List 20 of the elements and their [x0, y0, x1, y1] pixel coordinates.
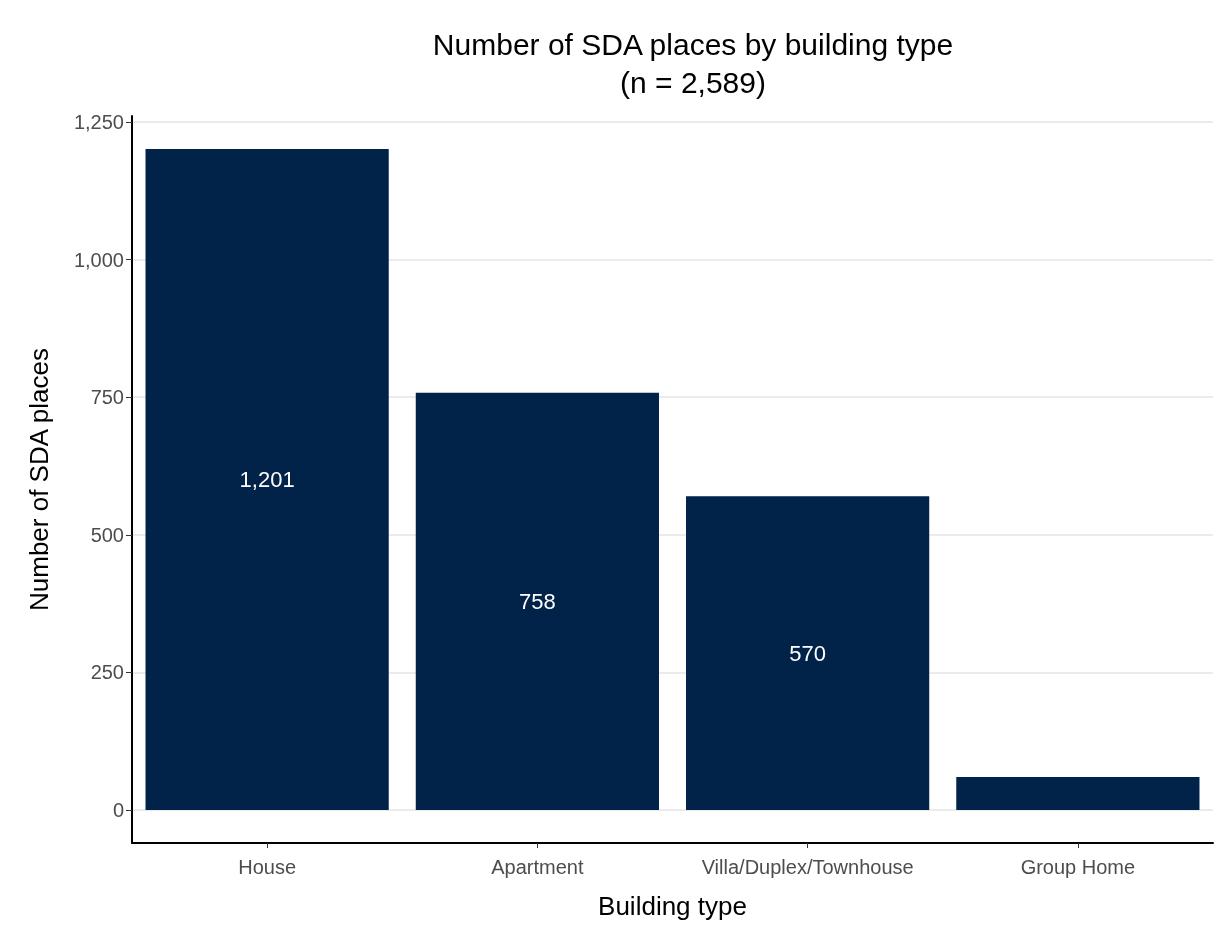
y-tick-label: 0: [112, 798, 124, 821]
x-tick-label: Group Home: [1020, 856, 1136, 878]
bar: [145, 149, 389, 810]
bar: [415, 392, 659, 810]
x-tick-label: Villa/Duplex/Townhouse: [701, 856, 914, 878]
y-tick-label: 1,000: [73, 248, 124, 271]
y-tick-label: 250: [90, 661, 124, 684]
y-tick-label: 500: [90, 523, 124, 546]
data-label: 758: [519, 588, 556, 614]
y-tick-label: 1,250: [73, 111, 124, 134]
x-tick-label: Apartment: [491, 856, 584, 878]
chart-title: Number of SDA places by building type (n = 2,589): [432, 27, 954, 99]
bar: [686, 496, 930, 810]
bar: [956, 776, 1200, 810]
y-axis-title: Number of SDA places: [24, 347, 54, 612]
x-axis-title: Building type: [598, 891, 747, 921]
y-tick-label: 750: [90, 386, 124, 409]
x-tick-label: House: [238, 856, 297, 878]
data-label: 570: [789, 640, 826, 666]
data-label: 1,201: [239, 467, 295, 492]
